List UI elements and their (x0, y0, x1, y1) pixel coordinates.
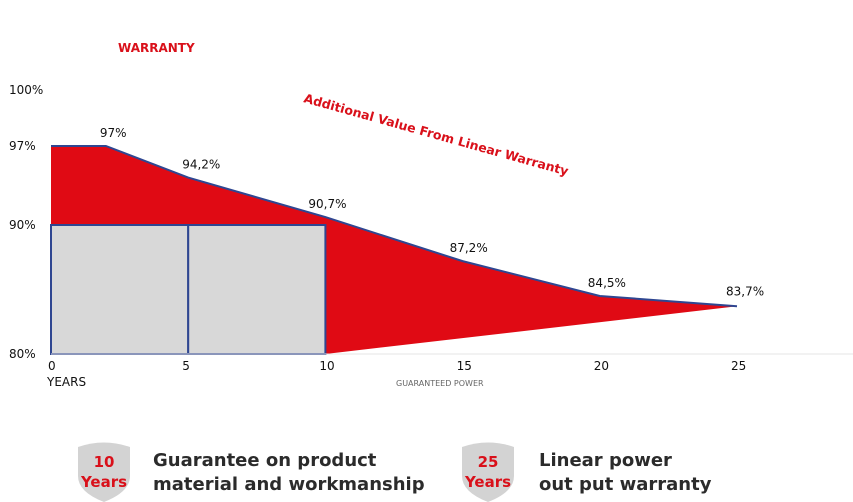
caption-line-1: Guarantee on product (153, 450, 377, 471)
badge-number: 25 (477, 453, 499, 471)
y-tick-label: 90% (9, 218, 36, 232)
linear-warranty-annotation: Additional Value From Linear Warranty (302, 90, 570, 178)
warranty-badge-10: 10 Years (74, 440, 134, 502)
x-tick-label: 15 (457, 359, 472, 373)
shield-icon (462, 442, 514, 502)
badge-caption-product: Guarantee on product material and workma… (153, 449, 425, 497)
badge-unit: Years (80, 473, 128, 491)
data-label: 83,7% (726, 284, 764, 298)
badge-caption-linear: Linear power out put warranty (539, 449, 711, 497)
y-tick-label: 80% (9, 347, 36, 361)
x-tick-label: 10 (319, 359, 334, 373)
caption-line-1: Linear power (539, 450, 672, 471)
additional-value-area (51, 146, 737, 354)
x-tick-label: 5 (182, 359, 190, 373)
x-tick-label: 25 (731, 359, 746, 373)
chart-title: WARRANTY (118, 41, 195, 55)
linear-warranty-line (51, 145, 738, 308)
x-tick-label: 0 (48, 359, 56, 373)
y-tick-label: 100% (9, 83, 43, 97)
caption-line-2: out put warranty (539, 474, 712, 495)
data-label: 90,7% (308, 197, 346, 211)
data-label: 97% (100, 126, 127, 140)
badge-unit: Years (464, 473, 512, 491)
badge-number: 10 (93, 453, 115, 471)
y-tick-label: 97% (9, 139, 36, 153)
x-axis-label: YEARS (46, 375, 86, 389)
warranty-badge-25: 25 Years (458, 440, 518, 502)
data-label: 84,5% (588, 276, 626, 290)
x-axis-caption: GUARANTEED POWER (396, 379, 484, 388)
guaranteed-power-block (50, 224, 190, 355)
x-tick-label: 20 (594, 359, 609, 373)
warranty-chart: 100% 97% 90% 80% 0 5 10 15 20 25 97% 94,2% 90,7% 87… (9, 41, 853, 389)
guaranteed-power-block (187, 224, 327, 355)
data-label: 94,2% (182, 158, 220, 172)
caption-line-2: material and workmanship (153, 474, 425, 495)
shield-icon (78, 442, 130, 502)
data-label: 87,2% (450, 241, 488, 255)
